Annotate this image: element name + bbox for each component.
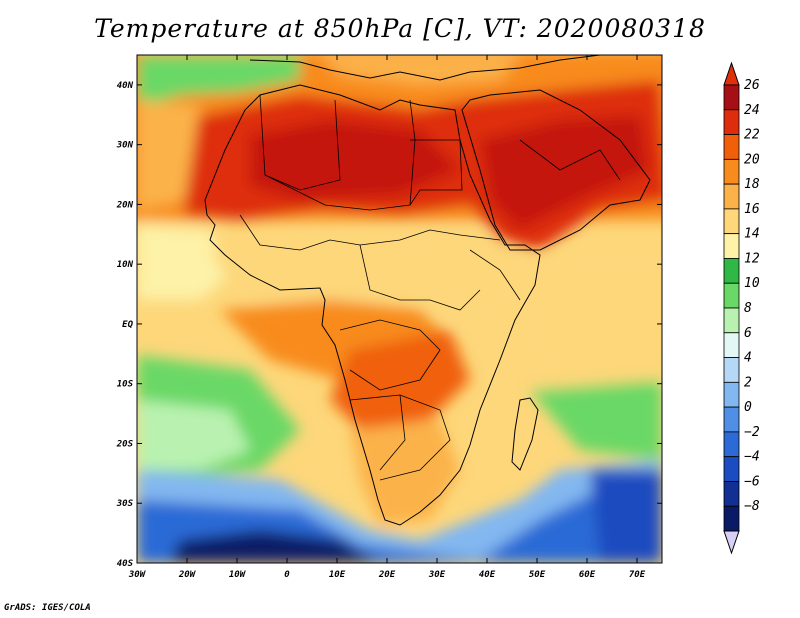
x-tick-label: 10W bbox=[229, 570, 247, 580]
field-atlantic-north-cool bbox=[137, 55, 300, 110]
colorbar-swatch bbox=[723, 109, 740, 135]
x-tick-label: 0 bbox=[284, 570, 290, 580]
colorbar-label: 6 bbox=[744, 326, 752, 341]
chart-title: Temperature at 850hPa [C], VT: 202008031… bbox=[94, 14, 706, 43]
y-tick-label: 40S bbox=[117, 559, 134, 569]
y-tick-label: 10N bbox=[117, 260, 134, 270]
colorbar-label: 24 bbox=[744, 103, 760, 118]
field-sahel bbox=[210, 230, 520, 330]
colorbar-swatch bbox=[723, 381, 740, 408]
colorbar-label: 26 bbox=[744, 78, 760, 93]
border-central bbox=[359, 244, 481, 311]
field-indian-mid-green bbox=[530, 380, 662, 460]
colorbar-swatch bbox=[723, 134, 740, 160]
x-tick-label: 60E bbox=[579, 570, 596, 580]
arabia-coastline bbox=[461, 89, 651, 251]
border-egypt-sudan bbox=[409, 139, 463, 206]
field-zambia-hot bbox=[330, 330, 470, 430]
colorbar-swatch bbox=[723, 431, 740, 458]
border-algeria bbox=[264, 99, 341, 191]
field-arabia-core bbox=[480, 115, 650, 230]
colorbar-swatch bbox=[723, 481, 740, 507]
colorbar-label: 18 bbox=[744, 177, 760, 192]
colorbar-swatch bbox=[723, 332, 740, 358]
colorbar-label: −6 bbox=[744, 474, 760, 489]
y-tick-label: 30S bbox=[116, 499, 134, 509]
field-southeast-cold bbox=[590, 470, 662, 563]
x-tick-label: 10E bbox=[329, 570, 346, 580]
colorbar-label: 14 bbox=[744, 227, 760, 242]
x-tick-label: 50E bbox=[529, 570, 546, 580]
field-southern-ocean-coldest bbox=[170, 530, 380, 563]
colorbar-under-triangle bbox=[723, 530, 740, 555]
y-tick-label: 20S bbox=[116, 439, 134, 449]
colorbar-label: −2 bbox=[744, 425, 760, 440]
colorbar-label: −8 bbox=[744, 499, 760, 514]
colorbar-swatch bbox=[723, 158, 740, 185]
x-tick-label: 30E bbox=[428, 570, 446, 580]
madagascar-coastline bbox=[511, 397, 539, 471]
colorbar-swatch bbox=[723, 406, 740, 433]
colorbar-swatch bbox=[723, 84, 740, 111]
y-tick-label: EQ bbox=[122, 320, 133, 330]
colorbar-swatch bbox=[723, 357, 740, 383]
border-arabia bbox=[519, 139, 621, 181]
europe-coastline bbox=[249, 55, 601, 81]
colorbar-swatch bbox=[723, 456, 740, 482]
colorbar-label: 16 bbox=[744, 202, 760, 217]
colorbar-label: 2 bbox=[744, 375, 752, 390]
y-axis: 40N 30N 20N 10N EQ 10S 20S 30S 40S bbox=[116, 81, 662, 569]
colorbar-swatch bbox=[723, 258, 740, 284]
country-borders bbox=[239, 94, 621, 481]
colorbar-label: 22 bbox=[744, 128, 760, 143]
x-tick-label: 20E bbox=[378, 570, 396, 580]
colorbar-swatch bbox=[723, 282, 740, 309]
y-tick-label: 10S bbox=[117, 380, 134, 390]
colorbar-swatch bbox=[723, 505, 740, 532]
border-congo bbox=[339, 319, 441, 391]
coastlines bbox=[204, 55, 651, 526]
field-gulf-guinea bbox=[137, 225, 230, 300]
colorbar-label: −4 bbox=[744, 450, 760, 465]
x-axis: 30W 20W 10W 0 10E 20E 30E 40E 50E 60E 70E bbox=[128, 55, 646, 580]
border-botswana bbox=[379, 394, 406, 471]
x-tick-label: 40E bbox=[479, 570, 496, 580]
x-tick-label: 20W bbox=[178, 570, 197, 580]
x-tick-label: 70E bbox=[629, 570, 646, 580]
field-indian-north bbox=[500, 250, 662, 420]
field-atlantic-north-mild bbox=[137, 100, 200, 210]
border-horn bbox=[469, 249, 521, 301]
africa-coastline bbox=[204, 84, 541, 526]
temperature-field bbox=[137, 55, 662, 563]
colorbar-swatch bbox=[723, 208, 740, 235]
field-sahara-core bbox=[250, 120, 460, 200]
x-tick-label: 30W bbox=[128, 570, 147, 580]
colorbar-swatch bbox=[723, 233, 740, 259]
credit-label: GrADS: IGES/COLA bbox=[4, 603, 91, 613]
border-southern bbox=[349, 394, 451, 481]
colorbar-label: 12 bbox=[744, 251, 760, 266]
colorbar-label: 10 bbox=[744, 276, 760, 291]
y-tick-label: 40N bbox=[117, 81, 134, 91]
colorbar-label: 20 bbox=[744, 152, 760, 167]
colorbar-swatch bbox=[723, 307, 740, 334]
colorbar-label: 4 bbox=[744, 351, 752, 366]
field-south-atlantic-pale bbox=[137, 400, 250, 470]
colorbar-swatch bbox=[723, 183, 740, 210]
colorbar-label: 0 bbox=[744, 400, 752, 415]
colorbar-label: 8 bbox=[744, 301, 752, 316]
colorbar-over-triangle bbox=[723, 61, 740, 86]
y-tick-label: 20N bbox=[116, 200, 134, 210]
field-regions bbox=[137, 55, 662, 563]
map-frame bbox=[136, 54, 663, 564]
y-tick-label: 30N bbox=[116, 141, 134, 151]
